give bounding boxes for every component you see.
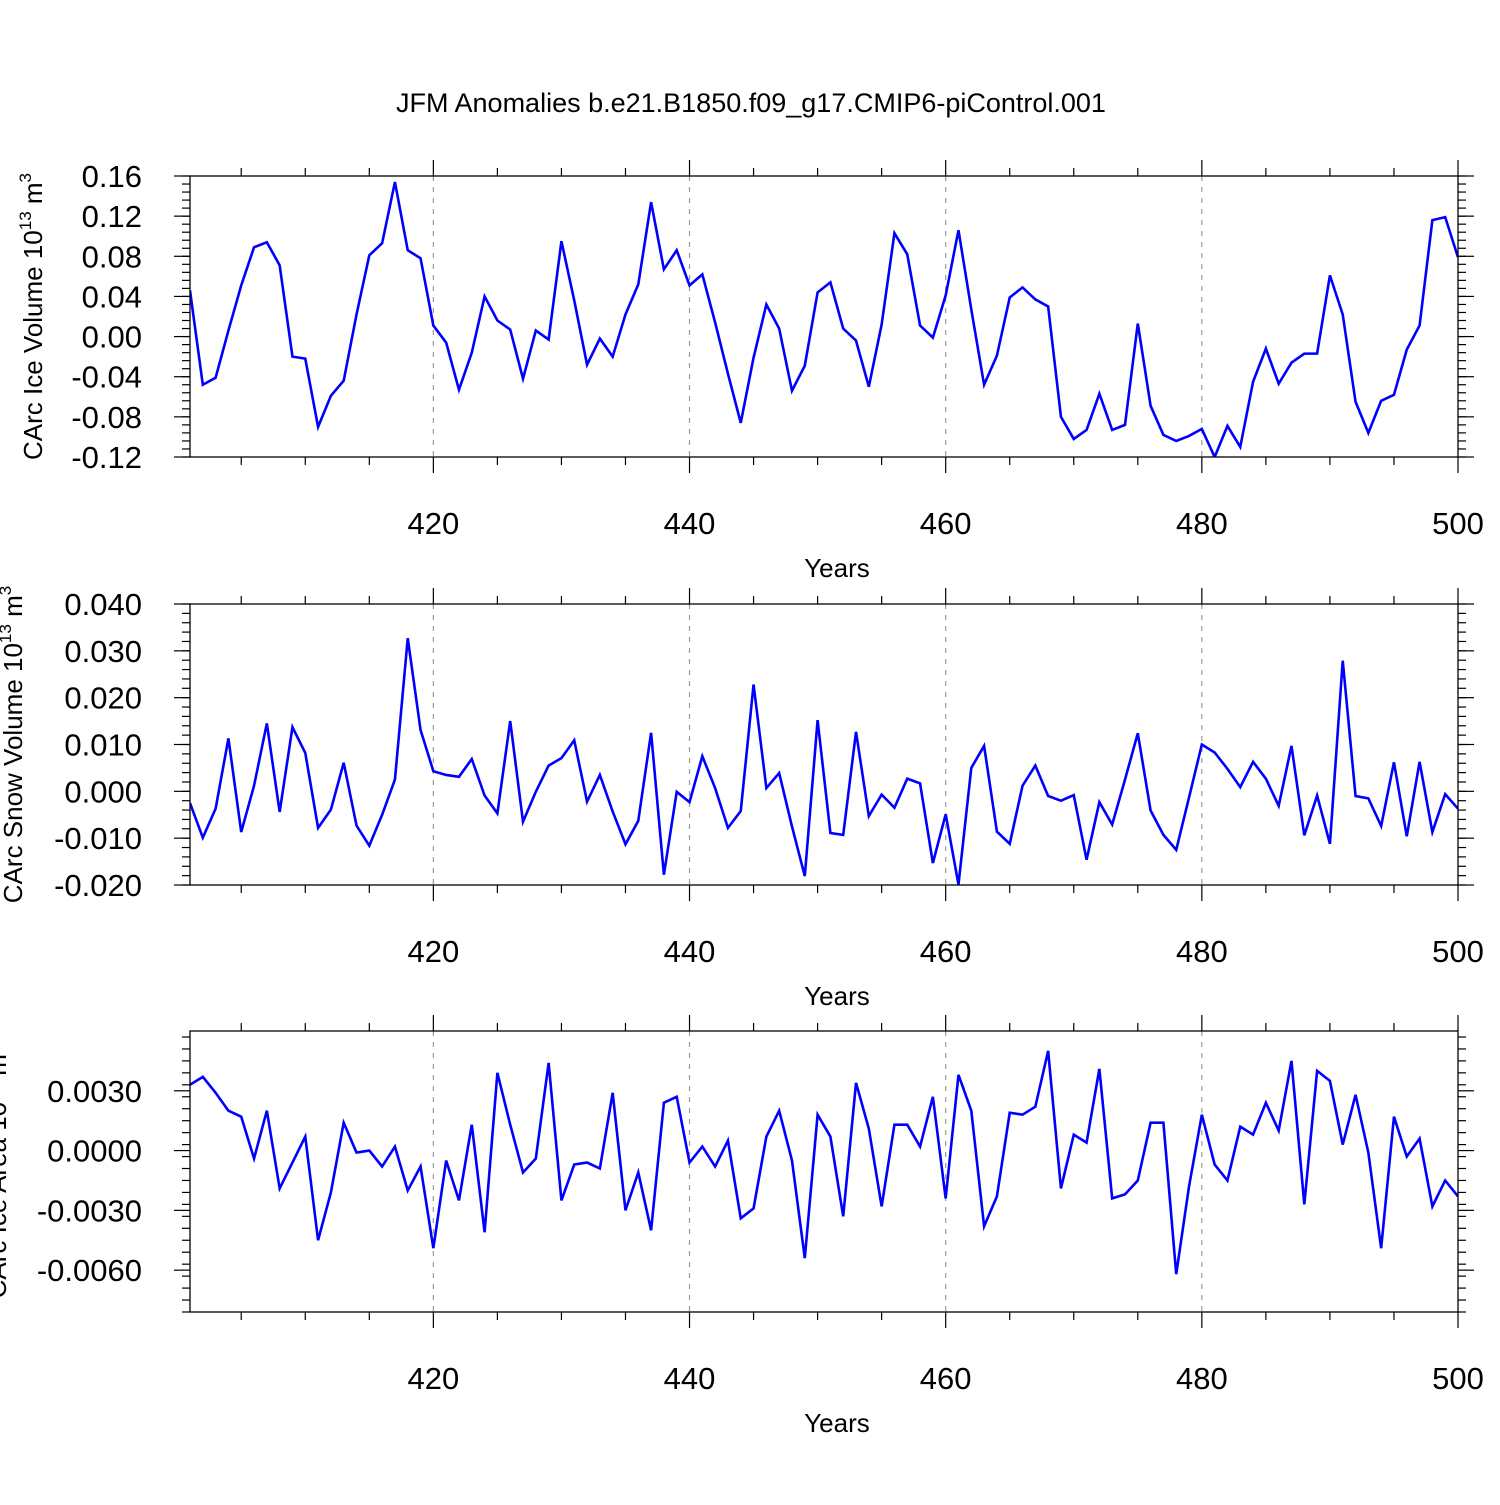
panel-1-yaxis-title-main: CArc Ice Volume 10: [18, 230, 48, 460]
panel-2-yaxis-title-exp: 13: [0, 624, 15, 643]
panel-2-yaxis-title-main: CArc Snow Volume 10: [0, 643, 28, 903]
panel-2-yaxis-title: CArc Snow Volume 1013 m3: [0, 586, 28, 903]
panel-2-xaxis-title: Years: [804, 981, 870, 1011]
panel-2-ytick-label-2: 0.000: [64, 774, 142, 809]
panel-3-ytick-label-3: 0.0030: [47, 1074, 142, 1109]
panel-1-yaxis-title-exp: 13: [16, 211, 35, 230]
panel-2-ytick-label-4: 0.020: [64, 681, 142, 716]
panel-1-ytick-label-7: 0.16: [82, 159, 142, 194]
panel-1-yaxis-title-unit-exp: 3: [16, 173, 35, 182]
panel-2-xtick-label-0: 420: [407, 934, 459, 969]
panel-2-frame: [190, 604, 1458, 885]
panel-1-yaxis-title-unit: m: [18, 182, 48, 211]
panel-2-xtick-label-1: 440: [664, 934, 716, 969]
panel-3-xtick-label-2: 460: [920, 1361, 972, 1396]
panel-2-ytick-label-0: -0.020: [54, 868, 142, 903]
panel-3-ytick-label-0: -0.0060: [37, 1253, 142, 1288]
panel-3-series-line-0: [190, 1051, 1458, 1274]
panel-2-ytick-label-5: 0.030: [64, 634, 142, 669]
panel-1-ytick-label-5: 0.08: [82, 239, 142, 274]
panel-1: -0.12 -0.08 -0.04 0.00 0.04 0.08 0.12 0.16 420 44…: [16, 159, 1484, 583]
panel-1-ytick-label-1: -0.08: [71, 400, 142, 435]
panel-1-ytick-label-0: -0.12: [71, 440, 142, 475]
panel-3-ytick-label-2: 0.0000: [47, 1134, 142, 1169]
panel-1-xtick-label-1: 440: [664, 506, 716, 541]
panel-1-ytick-label-4: 0.04: [82, 279, 142, 314]
panel-1-frame: [190, 176, 1458, 457]
panel-3-xaxis-title: Years: [804, 1408, 870, 1438]
panel-2-yaxis-title-unit-exp: 3: [0, 586, 15, 595]
panel-2-yaxis-title-unit: m: [0, 595, 28, 624]
panel-1-ytick-label-2: -0.04: [71, 360, 142, 395]
panel-1-series-line-0: [190, 182, 1458, 457]
panel-2-xtick-label-3: 480: [1176, 934, 1228, 969]
panel-1-ytick-label-3: 0.00: [82, 320, 142, 355]
panel-1-yaxis-title: CArc Ice Volume 1013 m3: [16, 173, 48, 460]
panel-3-yaxis-title: CArc Ice Area 1013 m2: [0, 1045, 12, 1299]
panel-1-xtick-label-2: 460: [920, 506, 972, 541]
panel-3-yaxis-title-unit: m: [0, 1054, 12, 1083]
panel-3: -0.0060 -0.0030 0.0000 0.0030 420 440 460 480 50…: [0, 1015, 1484, 1438]
panel-3-ytick-label-1: -0.0030: [37, 1193, 142, 1228]
panel-2-ytick-label-3: 0.010: [64, 728, 142, 763]
panel-1-xtick-label-3: 480: [1176, 506, 1228, 541]
panel-3-xtick-label-0: 420: [407, 1361, 459, 1396]
panel-3-yaxis-title-main: CArc Ice Area 10: [0, 1102, 12, 1299]
panel-2-ytick-label-6: 0.040: [64, 587, 142, 622]
panel-2-ytick-label-1: -0.010: [54, 821, 142, 856]
panel-2-series-line-0: [190, 638, 1458, 884]
figure-title: JFM Anomalies b.e21.B1850.f09_g17.CMIP6-…: [396, 88, 1106, 118]
panel-3-xtick-label-1: 440: [664, 1361, 716, 1396]
panel-2-xtick-label-2: 460: [920, 934, 972, 969]
panel-3-frame: [190, 1031, 1458, 1312]
panel-3-xtick-label-4: 500: [1432, 1361, 1484, 1396]
panel-1-xaxis-title: Years: [804, 553, 870, 583]
panel-2: -0.020 -0.010 0.000 0.010 0.020 0.030 0.040 420…: [0, 586, 1484, 1011]
panel-1-xtick-label-0: 420: [407, 506, 459, 541]
panel-3-xtick-label-3: 480: [1176, 1361, 1228, 1396]
panel-1-xtick-label-4: 500: [1432, 506, 1484, 541]
panel-1-ytick-label-6: 0.12: [82, 199, 142, 234]
panel-2-xtick-label-4: 500: [1432, 934, 1484, 969]
